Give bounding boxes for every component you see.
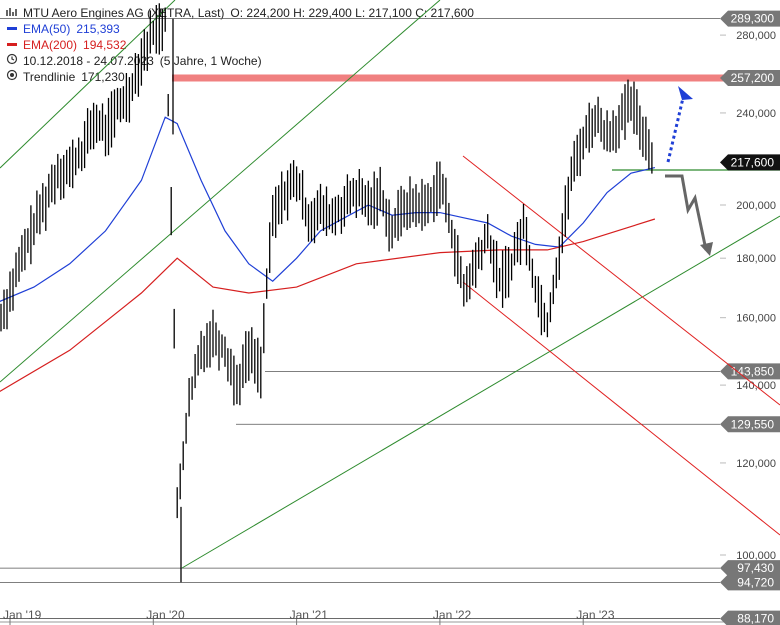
bullish-arrowhead-icon: [678, 86, 693, 100]
red-trendline-upper: [462, 155, 780, 406]
last-price-tag: 217,600: [720, 154, 780, 171]
level-price-tag: 88,170: [720, 610, 780, 625]
bearish-arrowhead-icon: [700, 242, 713, 256]
legend-ema50-value: 215,393: [76, 22, 120, 36]
legend-ema200-label: EMA(200): [23, 38, 78, 52]
svg-text:217,600: 217,600: [731, 155, 775, 169]
y-tick-label: 100,000: [736, 550, 776, 562]
legend-ema50-row: EMA(50) 215,393: [6, 21, 474, 37]
y-tick-label: 160,000: [736, 313, 776, 325]
x-tick-label: Jan '21: [290, 608, 329, 622]
svg-text:289,300: 289,300: [731, 12, 775, 26]
x-tick-label: Jan '19: [3, 608, 42, 622]
ema200-line: [0, 218, 656, 392]
y-tick-label: 280,000: [736, 30, 776, 42]
svg-text:97,430: 97,430: [737, 561, 774, 575]
chart-type-icon: [6, 5, 18, 21]
legend-title: MTU Aero Engines AG (XETRA, Last): [23, 6, 225, 20]
ema50-swatch-icon: [6, 21, 18, 37]
green-trendline-lower: [181, 215, 780, 569]
legend-ema200-row: EMA(200) 194,532: [6, 37, 474, 53]
bullish-scenario-arrow: [666, 97, 685, 163]
svg-text:94,720: 94,720: [737, 575, 774, 589]
x-tick-label: Jan '23: [576, 608, 615, 622]
svg-text:257,200: 257,200: [731, 71, 775, 85]
svg-text:88,170: 88,170: [737, 612, 774, 625]
clock-icon: [6, 53, 18, 69]
green-trendline-upper-2: [0, 0, 176, 169]
legend-trend-label: Trendlinie: [23, 70, 76, 84]
legend-ema50-label: EMA(50): [23, 22, 71, 36]
legend-period: (5 Jahre, 1 Woche): [159, 54, 262, 68]
svg-text:129,550: 129,550: [731, 417, 775, 431]
level-price-tag: 257,200: [720, 69, 780, 86]
y-tick-label: 200,000: [736, 200, 776, 212]
legend-trend-value: 171,230: [81, 70, 125, 84]
level-price-tag: 129,550: [720, 416, 780, 433]
legend-ohlc: O: 224,200 H: 229,400 L: 217,100 C: 217,…: [230, 6, 474, 20]
red-trendline-lower: [462, 281, 780, 536]
legend-ema200-value: 194,532: [83, 38, 127, 52]
green-trendline-upper: [0, 0, 441, 383]
y-tick-label: 180,000: [736, 253, 776, 265]
bearish-scenario-arrow: [665, 174, 708, 251]
ema200-swatch-icon: [6, 37, 18, 53]
x-tick-label: Jan '20: [146, 608, 185, 622]
resistance-band: [172, 74, 780, 82]
legend-range-row: 10.12.2018 - 24.07.2023 (5 Jahre, 1 Woch…: [6, 53, 474, 69]
y-tick-label: 120,000: [736, 458, 776, 470]
legend-range: 10.12.2018 - 24.07.2023: [23, 54, 154, 68]
x-tick-label: Jan '22: [433, 608, 472, 622]
chart-legend: MTU Aero Engines AG (XETRA, Last) O: 224…: [6, 5, 474, 85]
y-tick-label: 240,000: [736, 108, 776, 120]
level-price-tag: 94,720: [720, 574, 780, 591]
level-price-tag: 97,430: [720, 560, 780, 577]
legend-trend-row: Trendlinie 171,230: [6, 69, 474, 85]
level-price-tag: 289,300: [720, 10, 780, 27]
legend-title-row: MTU Aero Engines AG (XETRA, Last) O: 224…: [6, 5, 474, 21]
level-price-tag: 143,850: [720, 363, 780, 380]
target-icon: [6, 69, 18, 85]
